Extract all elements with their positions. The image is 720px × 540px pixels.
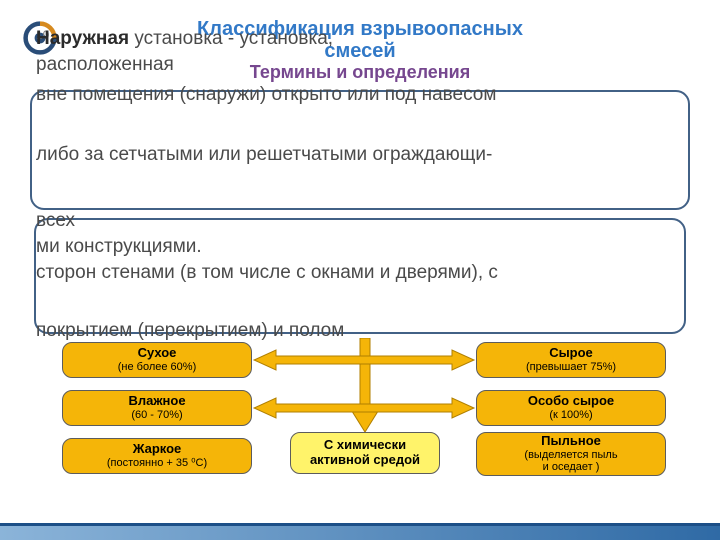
category-dusty: Пыльное (выделяется пыль и оседает ) (476, 432, 666, 476)
category-chemical: С химически активной средой (290, 432, 440, 474)
category-humid: Влажное (60 - 70%) (62, 390, 252, 426)
definition-line: сторон стенами (в том числе с окнами и д… (36, 260, 684, 286)
category-sub: (превышает 75%) (477, 361, 665, 374)
category-hot: Жаркое (постоянно + 35 ⁰С) (62, 438, 252, 474)
category-very-damp: Особо сырое (к 100%) (476, 390, 666, 426)
footer-bar (0, 526, 720, 540)
category-title: С химически (291, 438, 439, 453)
arrow-left-right-upper (252, 348, 476, 372)
category-damp: Сырое (превышает 75%) (476, 342, 666, 378)
category-sub: (60 - 70%) (63, 409, 251, 422)
category-title: Жаркое (63, 442, 251, 457)
definition-line: всех (36, 208, 684, 234)
category-sub: и оседает ) (477, 461, 665, 474)
category-dry: Сухое (не более 60%) (62, 342, 252, 378)
category-sub: (к 100%) (477, 409, 665, 422)
arrow-left-right-lower (252, 396, 476, 420)
category-sub: (выделяется пыль (477, 449, 665, 462)
category-title: Влажное (63, 394, 251, 409)
definition-lead: Наружная (36, 28, 129, 49)
category-title: Сырое (477, 346, 665, 361)
category-sub: (не более 60%) (63, 361, 251, 374)
category-title: Сухое (63, 346, 251, 361)
definition-line: расположенная (36, 52, 684, 78)
definition-line: вне помещения (снаружи) открыто или под … (36, 82, 684, 108)
definition-line: либо за сетчатыми или решетчатыми огражд… (36, 142, 684, 168)
category-title: Особо сырое (477, 394, 665, 409)
category-sub: активной средой (291, 453, 439, 468)
category-title: Пыльное (477, 434, 665, 449)
definition-rest: установка - установка, (129, 28, 333, 49)
definition-line: Наружная установка - установка, (36, 26, 684, 52)
category-sub: (постоянно + 35 ⁰С) (63, 457, 251, 470)
definition-line: ми конструкциями. (36, 234, 684, 260)
